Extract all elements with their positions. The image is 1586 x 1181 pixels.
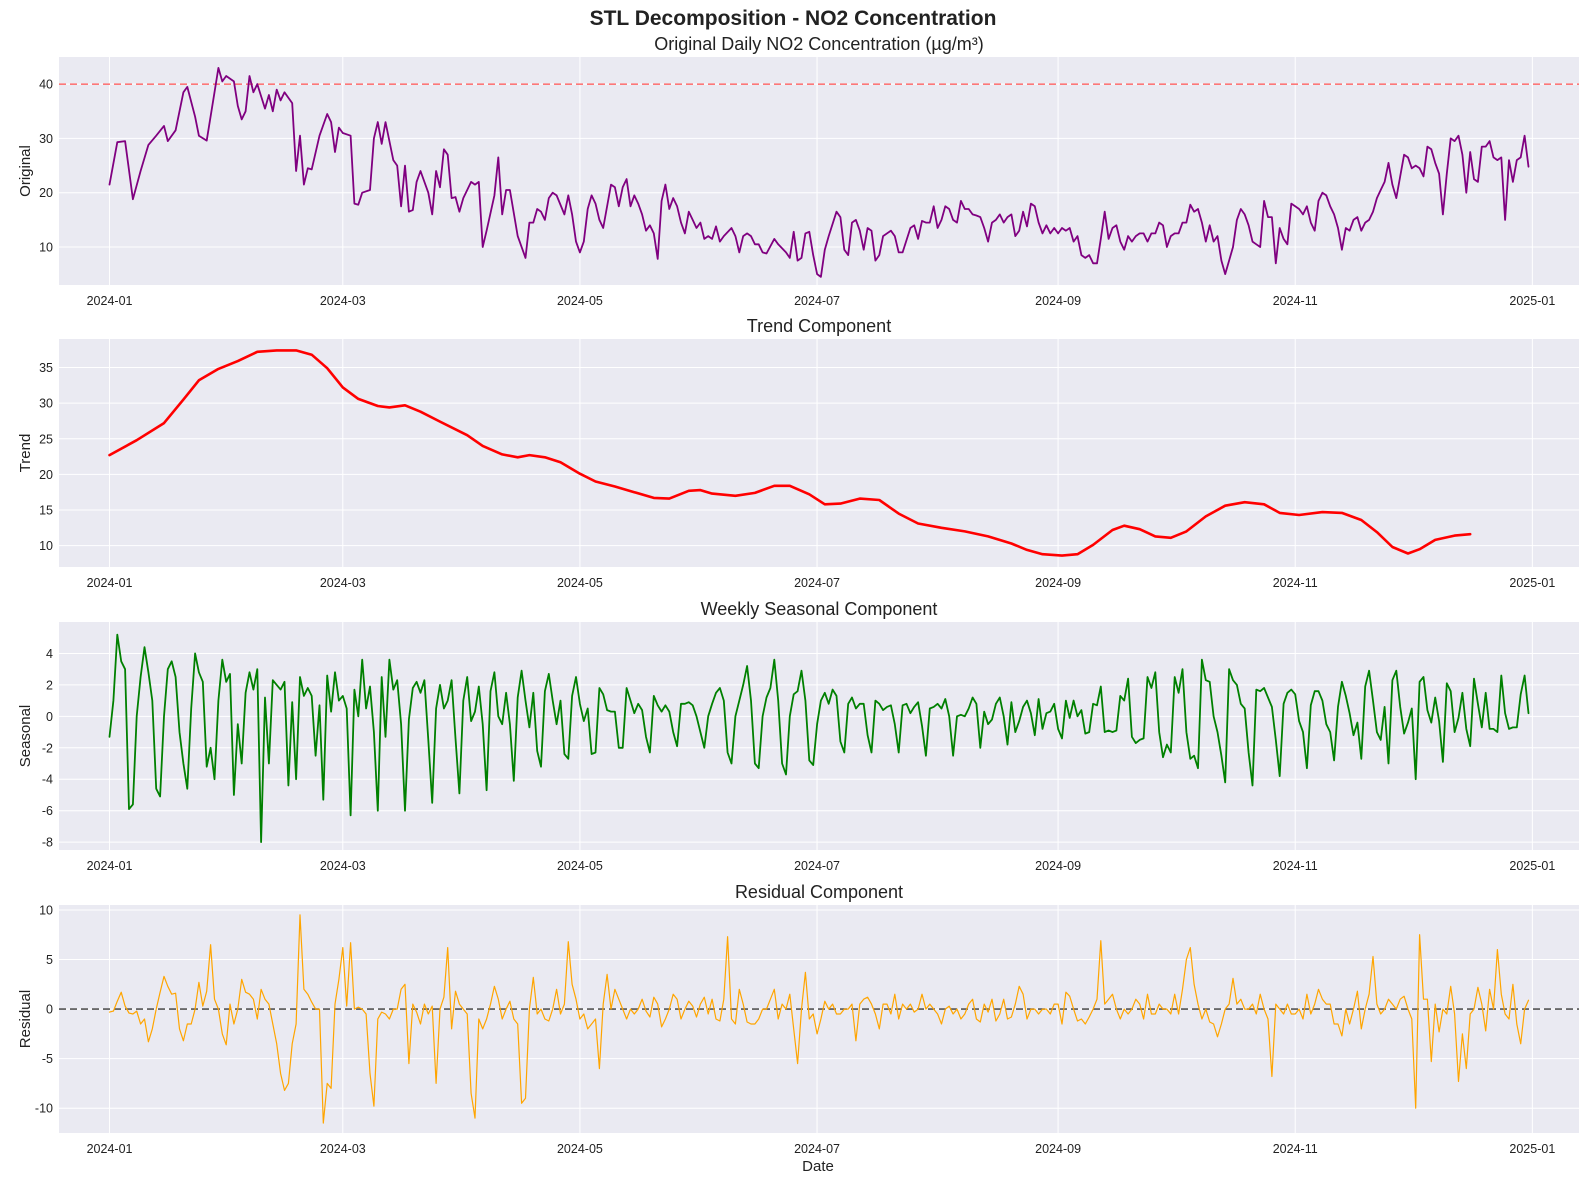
series-line-seasonal — [108, 633, 1530, 843]
x-tick-label: 2024-03 — [320, 576, 366, 590]
y-tick-label: 10 — [39, 539, 53, 553]
y-tick-label: -6 — [42, 804, 53, 818]
x-tick-label: 2024-09 — [1035, 859, 1081, 873]
y-tick-label: -10 — [35, 1102, 53, 1116]
plot-area-seasonal — [59, 622, 1579, 850]
x-tick-label: 2024-11 — [1273, 1142, 1318, 1156]
x-tick-label: 2024-03 — [320, 859, 366, 873]
y-tick-label: 2 — [46, 678, 53, 692]
x-axis-label: Date — [802, 1158, 834, 1175]
x-tick-label: 2024-07 — [794, 576, 840, 590]
panel-seasonal: Weekly Seasonal Component -8 -6 -4 -2 0 2 4 2024… — [17, 599, 1579, 873]
x-tick-label: 2024-03 — [320, 294, 366, 308]
y-tick-label: 4 — [46, 647, 53, 661]
y-tick-label: 35 — [39, 361, 53, 375]
y-tick-label: -4 — [42, 773, 53, 787]
x-tick-label: 2024-03 — [320, 1142, 366, 1156]
y-axis-label-residual: Residual — [17, 990, 34, 1048]
x-tick-label: 2024-09 — [1035, 576, 1081, 590]
y-tick-label: 20 — [39, 468, 53, 482]
x-tick-label: 2024-05 — [557, 294, 603, 308]
x-tick-label: 2024-11 — [1273, 576, 1318, 590]
y-tick-label: 30 — [39, 132, 53, 146]
x-tick-label: 2024-07 — [794, 859, 840, 873]
x-tick-label: 2024-09 — [1035, 1142, 1081, 1156]
panel-title-trend: Trend Component — [747, 316, 891, 336]
x-tick-label: 2024-05 — [557, 1142, 603, 1156]
panel-title-seasonal: Weekly Seasonal Component — [701, 599, 938, 619]
series-line-residual — [108, 914, 1530, 1124]
x-tick-label: 2025-01 — [1509, 576, 1555, 590]
panel-trend: Trend Component 10 15 20 25 30 35 2024-01 2024-0… — [17, 316, 1579, 590]
x-tick-label: 2024-11 — [1273, 859, 1318, 873]
y-tick-label: 40 — [39, 78, 53, 92]
x-tick-label: 2024-07 — [794, 1142, 840, 1156]
x-tick-label: 2025-01 — [1509, 294, 1555, 308]
figure-suptitle: STL Decomposition - NO2 Concentration — [590, 7, 997, 30]
x-tick-label: 2024-01 — [87, 1142, 133, 1156]
y-tick-label: -2 — [42, 741, 53, 755]
x-tick-label: 2025-01 — [1509, 859, 1555, 873]
series-line-trend — [108, 349, 1472, 557]
y-tick-label: 0 — [46, 710, 53, 724]
x-tick-label: 2024-05 — [557, 576, 603, 590]
y-tick-label: 20 — [39, 186, 53, 200]
x-tick-label: 2024-09 — [1035, 294, 1081, 308]
x-tick-label: 2024-07 — [794, 294, 840, 308]
x-tick-label: 2024-11 — [1273, 294, 1318, 308]
x-tick-label: 2024-01 — [87, 294, 133, 308]
y-tick-label: 25 — [39, 432, 53, 446]
plot-area-trend — [59, 339, 1579, 567]
y-axis-label-seasonal: Seasonal — [17, 705, 34, 768]
y-tick-label: 10 — [39, 903, 53, 917]
y-tick-label: 15 — [39, 504, 53, 518]
y-axis-label-trend: Trend — [17, 434, 34, 473]
y-tick-label: 30 — [39, 397, 53, 411]
y-axis-label-original: Original — [17, 145, 34, 197]
panel-title-original: Original Daily NO2 Concentration (µg/m³) — [654, 34, 983, 54]
x-tick-label: 2024-05 — [557, 859, 603, 873]
y-tick-label: 10 — [39, 241, 53, 255]
y-tick-label: -5 — [42, 1052, 53, 1066]
panel-residual: Residual Component -10 -5 0 5 10 2024-01 2024-0… — [17, 882, 1579, 1156]
panel-original: Original Daily NO2 Concentration (µg/m³)… — [17, 34, 1579, 308]
x-tick-label: 2024-01 — [87, 859, 133, 873]
panel-title-residual: Residual Component — [735, 882, 903, 902]
y-tick-label: 5 — [46, 953, 53, 967]
y-tick-label: -8 — [42, 836, 53, 850]
series-line-original — [108, 67, 1530, 278]
y-tick-label: 0 — [46, 1003, 53, 1017]
plot-area-original — [59, 57, 1579, 285]
x-tick-label: 2025-01 — [1509, 1142, 1555, 1156]
plot-area-residual — [59, 905, 1579, 1133]
x-tick-label: 2024-01 — [87, 576, 133, 590]
